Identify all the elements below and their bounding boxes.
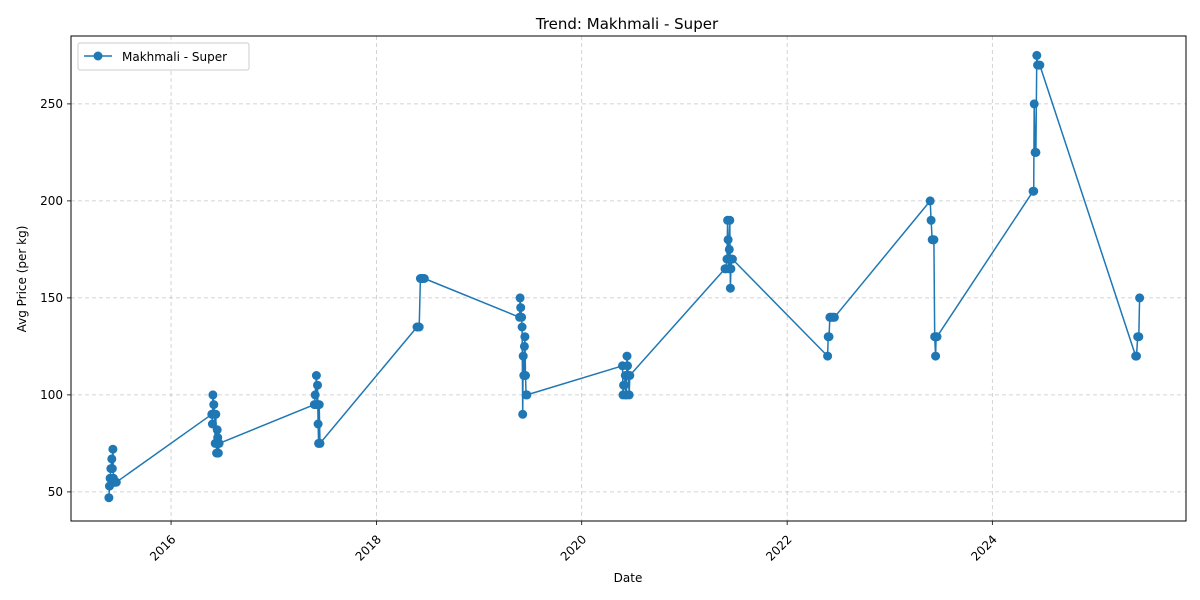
legend-box [77,42,250,71]
data-point [419,274,429,283]
data-point [313,419,323,429]
data-point [314,400,324,410]
x-tick-label: 2018 [353,532,384,563]
data-point [1135,293,1145,303]
y-tick-label: 100 [40,388,63,402]
data-point [111,477,121,487]
data-point [311,371,321,380]
data-point [414,322,424,332]
y-axis-ticks: 50 100 150 200 250 [40,97,71,499]
data-point [726,264,736,274]
data-point [212,425,222,435]
x-tick-label: 2024 [968,532,999,563]
y-axis-label: Avg Price (per kg) [15,226,29,333]
series-line [108,54,1141,498]
x-axis-label: Date [614,571,643,585]
data-point [518,351,528,361]
grid-lines [71,36,1186,521]
series-markers-layer [104,50,1145,503]
series-line-layer [108,54,1141,498]
data-point [208,390,218,400]
data-point [107,464,117,474]
chart-title: Trend: Makhmali - Super [535,15,719,33]
data-point [1029,186,1039,196]
y-tick-label: 150 [40,291,63,305]
data-point [214,438,224,448]
x-tick-label: 2020 [558,532,589,563]
data-point [1032,50,1042,60]
data-point [931,351,941,361]
data-point [725,215,735,225]
data-point [1134,332,1144,342]
data-point [625,371,635,380]
data-point [824,332,834,342]
data-point [619,380,629,390]
data-point [310,390,320,400]
x-tick-label: 2022 [763,532,794,563]
y-tick-label: 50 [48,485,63,499]
data-point [1132,351,1141,361]
data-point [519,341,529,351]
plot-frame [70,35,1187,522]
y-tick-label: 250 [40,97,63,111]
data-point [723,235,733,245]
data-point [623,361,632,371]
data-point [515,293,525,303]
data-point [517,322,527,332]
legend-marker-swatch [93,51,103,61]
data-point [724,244,734,254]
data-point [315,438,325,448]
y-tick-label: 200 [40,194,63,208]
data-point [518,409,528,419]
data-point [926,215,936,225]
data-point [209,400,219,410]
data-point [313,380,322,390]
data-point [211,409,221,419]
x-tick-label: 2016 [147,532,178,563]
data-point [108,444,118,454]
data-point [929,235,939,245]
legend: Makhmali - Super [77,42,250,71]
data-point [520,332,530,342]
data-point [104,493,114,503]
data-point [823,351,833,361]
data-point [932,332,942,342]
data-point [213,448,223,458]
data-point [522,390,532,400]
data-point [516,303,526,313]
data-point [624,390,634,400]
data-point [727,254,737,264]
data-point [622,351,632,361]
data-point [925,196,935,206]
data-point [1031,147,1041,157]
x-axis-ticks: 2016 2018 2020 2022 2024 [147,521,1000,564]
legend-series-label: Makhmali - Super [122,50,227,64]
data-point [517,312,527,322]
data-point [107,454,117,464]
data-point [521,371,530,380]
data-point [725,283,735,293]
data-point [829,312,839,322]
data-point [1029,99,1039,109]
data-point [1035,60,1045,70]
